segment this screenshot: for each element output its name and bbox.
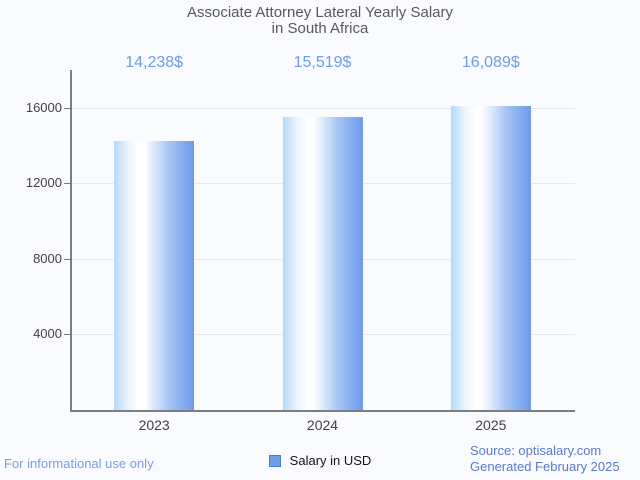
x-tick-label: 2025 [475,417,507,433]
x-axis-line [70,410,575,412]
source-block: Source: optisalary.com Generated Februar… [470,443,620,475]
bar-2023[interactable] [114,141,195,410]
chart-title: Associate Attorney Lateral Yearly Salary… [0,5,640,37]
bar-value-label: 16,089$ [461,54,520,71]
bar-value-label: 14,238$ [125,54,184,71]
y-tick-mark [64,334,71,336]
legend: Salary in USD [0,453,640,468]
bar-2025[interactable] [450,106,531,410]
y-tick-label: 8000 [33,250,62,266]
y-axis-line [70,70,72,412]
gridline [72,107,575,109]
x-tick-label: 2023 [138,417,170,433]
chart-title-line1: Associate Attorney Lateral Yearly Salary [187,4,453,21]
y-tick-label: 16000 [25,99,62,115]
y-tick-label: 4000 [33,326,62,342]
disclaimer-text: For informational use only [4,456,154,471]
bar-2024[interactable] [282,116,363,410]
legend-label: Salary in USD [289,453,372,468]
chart-title-line2: in South Africa [271,20,369,37]
y-tick-mark [64,107,71,109]
bar-value-label: 15,519$ [293,54,352,71]
source-link[interactable]: Source: optisalary.com [470,443,602,458]
y-tick-mark [64,183,71,185]
y-tick-mark [64,258,71,260]
legend-swatch-icon [268,454,281,467]
x-tick-label: 2024 [306,417,339,433]
generated-date: Generated February 2025 [470,459,620,474]
y-tick-label: 12000 [25,175,62,191]
